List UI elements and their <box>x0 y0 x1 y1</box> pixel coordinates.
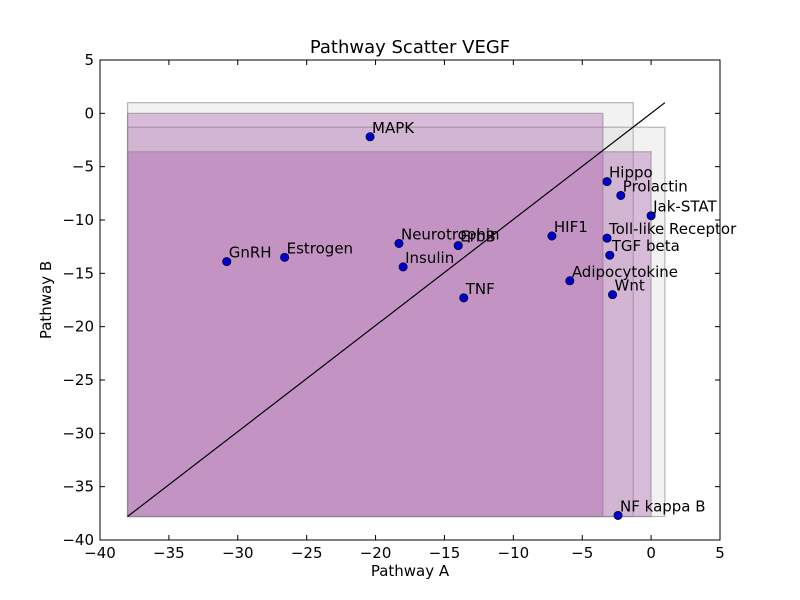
point-label-estrogen: Estrogen <box>287 239 353 257</box>
point-tnf <box>459 293 469 303</box>
data-points <box>222 132 656 520</box>
x-axis-ticks: −40 −35 −30 −25 −20 −15 −10 −5 0 5 <box>84 60 725 562</box>
point-hif1 <box>547 231 557 241</box>
point-toll-like-receptor <box>602 233 612 243</box>
point-label-insulin: Insulin <box>405 249 454 267</box>
point-estrogen <box>280 252 290 262</box>
x-tick-label: −15 <box>429 544 461 562</box>
shaded-regions <box>126 102 666 518</box>
point-prolactin <box>616 190 626 200</box>
point-label-jak-stat: Jak-STAT <box>652 198 717 216</box>
x-tick-label: −30 <box>222 544 254 562</box>
y-tick-label: −20 <box>62 318 94 336</box>
point-label-hif1: HIF1 <box>554 218 588 236</box>
diagonal-line <box>127 102 666 518</box>
y-tick-label: 5 <box>84 51 94 69</box>
x-axis-label: Pathway A <box>371 562 450 580</box>
point-label-wnt: Wnt <box>615 277 645 295</box>
y-tick-label: −10 <box>62 211 94 229</box>
y-tick-label: −5 <box>72 158 94 176</box>
y-axis-label: Pathway B <box>37 261 55 339</box>
region-1 <box>126 102 634 518</box>
x-tick-label: −20 <box>360 544 392 562</box>
y-axis-ticks: −40 −35 −30 −25 −20 −15 −10 −5 0 5 <box>62 51 720 549</box>
point-tgf-beta <box>605 250 615 260</box>
point-label-erbb: ErbB <box>460 228 495 246</box>
point-mapk <box>365 132 375 142</box>
x-tick-label: −5 <box>571 544 593 562</box>
point-erbb <box>453 241 463 251</box>
point-label-gnrh: GnRH <box>229 244 272 262</box>
x-tick-label: −35 <box>153 544 185 562</box>
y-tick-label: 0 <box>84 104 94 122</box>
y-tick-label: −15 <box>62 264 94 282</box>
point-label-mapk: MAPK <box>372 119 415 137</box>
y-tick-label: −30 <box>62 424 94 442</box>
point-label-hippo: Hippo <box>609 164 653 182</box>
point-insulin <box>398 262 408 272</box>
x-tick-label: 5 <box>715 544 725 562</box>
x-tick-label: 0 <box>646 544 656 562</box>
point-wnt <box>608 290 618 300</box>
point-label-adipocytokine: Adipocytokine <box>572 263 678 281</box>
x-tick-label: −10 <box>498 544 530 562</box>
y-tick-label: −40 <box>62 531 94 549</box>
region-4 <box>126 151 652 518</box>
y-tick-label: −25 <box>62 371 94 389</box>
chart-title: Pathway Scatter VEGF <box>310 37 510 58</box>
point-nf-kappa-b <box>613 510 623 520</box>
point-label-tnf: TNF <box>465 280 495 298</box>
point-label-tgf-beta: TGF beta <box>611 237 680 255</box>
point-gnrh <box>222 257 232 267</box>
point-adipocytokine <box>565 276 575 286</box>
point-label-toll-like-receptor: Toll-like Receptor <box>608 220 737 238</box>
x-tick-label: −25 <box>291 544 323 562</box>
point-label-nf-kappa-b: NF kappa B <box>620 497 706 515</box>
plot-frame <box>99 59 721 541</box>
point-jak-stat <box>646 211 656 221</box>
region-2 <box>126 126 666 518</box>
point-label-neurotrophin: Neurotrophin <box>401 225 500 243</box>
y-tick-label: −35 <box>62 478 94 496</box>
point-hippo <box>602 177 612 187</box>
region-3 <box>126 112 604 518</box>
point-label-prolactin: Prolactin <box>623 177 688 195</box>
x-tick-label: −40 <box>84 544 116 562</box>
point-neurotrophin <box>394 238 404 248</box>
